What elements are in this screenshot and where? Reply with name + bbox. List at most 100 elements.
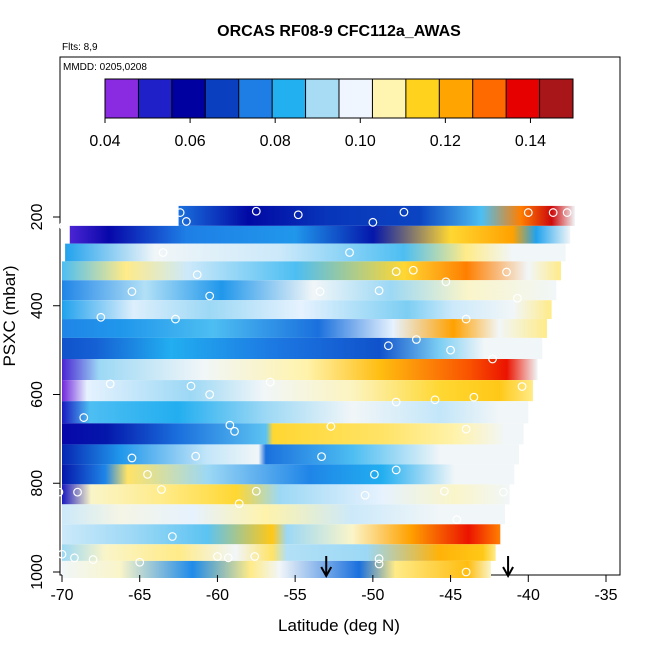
- sample-point: [34, 552, 44, 561]
- colorbar-tick-label: 0.04: [89, 133, 120, 150]
- dates-annotation: MMDD: 0205,0208: [63, 62, 147, 73]
- colorbar-bin: [305, 79, 340, 118]
- sample-point: [461, 567, 471, 577]
- heatmap-row: [62, 359, 538, 381]
- colorbar-bin: [105, 79, 139, 118]
- x-tick-label: -40: [517, 587, 540, 604]
- heatmap-row: [62, 504, 505, 525]
- colorbar-tick-label: 0.06: [175, 133, 206, 150]
- heatmap-row: [62, 464, 515, 485]
- heatmap-row: [62, 444, 519, 465]
- heatmap-row: [62, 261, 561, 281]
- sample-point: [158, 248, 168, 257]
- sample-point: [192, 270, 202, 280]
- colorbar-tick-label: 0.12: [430, 133, 461, 150]
- sample-point: [45, 412, 54, 422]
- colorbar-bin: [205, 79, 240, 118]
- x-tick-label: -45: [439, 587, 462, 604]
- sample-point: [368, 217, 378, 227]
- sample-point: [175, 208, 185, 217]
- sample-point: [186, 381, 196, 391]
- sample-point: [391, 465, 401, 475]
- sample-point: [265, 377, 275, 387]
- sample-point: [167, 532, 177, 541]
- x-tick-label: -35: [594, 587, 617, 604]
- colorbar-bin: [506, 79, 541, 118]
- sample-point: [581, 292, 591, 302]
- sample-point: [251, 486, 261, 496]
- sample-point: [26, 486, 36, 496]
- heatmap-row: [62, 280, 557, 301]
- sample-point: [54, 487, 64, 497]
- x-tick-label: -50: [361, 587, 384, 604]
- sample-point: [441, 277, 451, 287]
- sample-point: [73, 487, 82, 497]
- heatmap-rows: [62, 205, 575, 578]
- sample-points: [26, 206, 591, 577]
- colorbar-bin: [272, 79, 307, 118]
- sample-point: [317, 452, 326, 462]
- sample-point: [250, 552, 260, 561]
- sample-point: [452, 515, 462, 525]
- heatmap-row: [62, 524, 501, 545]
- colorbar-bin: [539, 79, 574, 118]
- sample-point: [391, 267, 401, 276]
- colorbar-bin: [405, 79, 440, 118]
- sample-point: [96, 312, 106, 322]
- sample-point: [374, 559, 384, 569]
- sample-point: [143, 469, 152, 479]
- sample-point: [399, 207, 409, 217]
- sample-point: [562, 208, 572, 217]
- colorbar-bin: [372, 79, 407, 118]
- sample-point: [105, 379, 115, 389]
- sample-point: [461, 424, 471, 434]
- colorbar-tick-label: 0.10: [345, 133, 376, 150]
- sample-point: [234, 499, 244, 509]
- sample-point: [502, 267, 511, 277]
- sample-point: [374, 286, 384, 296]
- y-tick-label: 800: [29, 470, 46, 497]
- sample-point: [223, 553, 233, 563]
- heatmap-row: [69, 225, 571, 244]
- colorbar-bin: [472, 79, 507, 118]
- sample-point: [499, 487, 508, 497]
- colorbar-tick-label: 0.14: [515, 133, 546, 150]
- sample-point: [57, 549, 67, 559]
- y-tick-label: 400: [29, 292, 46, 319]
- sample-point: [79, 413, 89, 422]
- surface-arrows: [320, 556, 514, 579]
- sample-point: [127, 453, 137, 463]
- sample-point: [523, 208, 533, 217]
- sample-point: [513, 293, 522, 303]
- sample-point: [315, 287, 325, 296]
- sample-point: [391, 397, 401, 407]
- colorbar-tick-label: 0.08: [260, 133, 291, 150]
- sample-point: [384, 341, 393, 351]
- sample-point: [439, 486, 449, 496]
- sample-point: [370, 469, 379, 479]
- colorbar-bin: [439, 79, 474, 118]
- sample-point: [32, 457, 42, 467]
- y-axis: 200 400 600 800 1000: [29, 204, 60, 590]
- heatmap-row: [62, 319, 547, 338]
- flights-annotation: Flts: 8,9: [62, 42, 98, 53]
- sample-point: [127, 287, 137, 296]
- sample-point: [171, 314, 180, 324]
- sample-point: [225, 420, 235, 430]
- sample-point: [205, 291, 215, 301]
- colorbar-bin: [339, 79, 373, 118]
- sample-point: [213, 552, 222, 561]
- y-tick-label: 200: [29, 204, 46, 231]
- sample-point: [446, 345, 455, 355]
- sample-point: [469, 392, 479, 402]
- heatmap-row: [62, 401, 529, 424]
- heatmap-row: [62, 484, 510, 505]
- sample-point: [461, 314, 471, 324]
- heatmap-row: [62, 300, 552, 320]
- y-tick-label: 600: [29, 381, 46, 408]
- heatmap-row: [62, 380, 533, 402]
- x-axis: -70 -65 -60 -55 -50 -45 -40 -35: [50, 575, 618, 604]
- sample-point: [517, 382, 527, 391]
- x-tick-label: -60: [206, 587, 229, 604]
